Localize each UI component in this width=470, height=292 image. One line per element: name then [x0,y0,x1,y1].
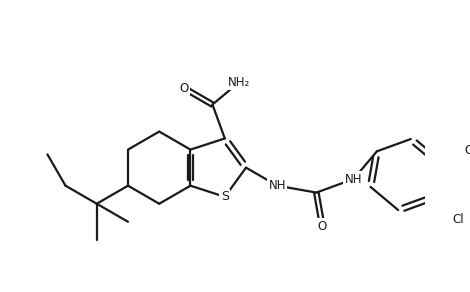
Text: O: O [180,82,189,95]
Text: NH₂: NH₂ [227,76,250,89]
Text: O: O [318,220,327,233]
Text: NH: NH [345,173,362,185]
Text: NH: NH [268,179,286,192]
Text: S: S [221,190,229,203]
Text: Cl: Cl [453,213,464,226]
Text: Cl: Cl [465,144,470,157]
